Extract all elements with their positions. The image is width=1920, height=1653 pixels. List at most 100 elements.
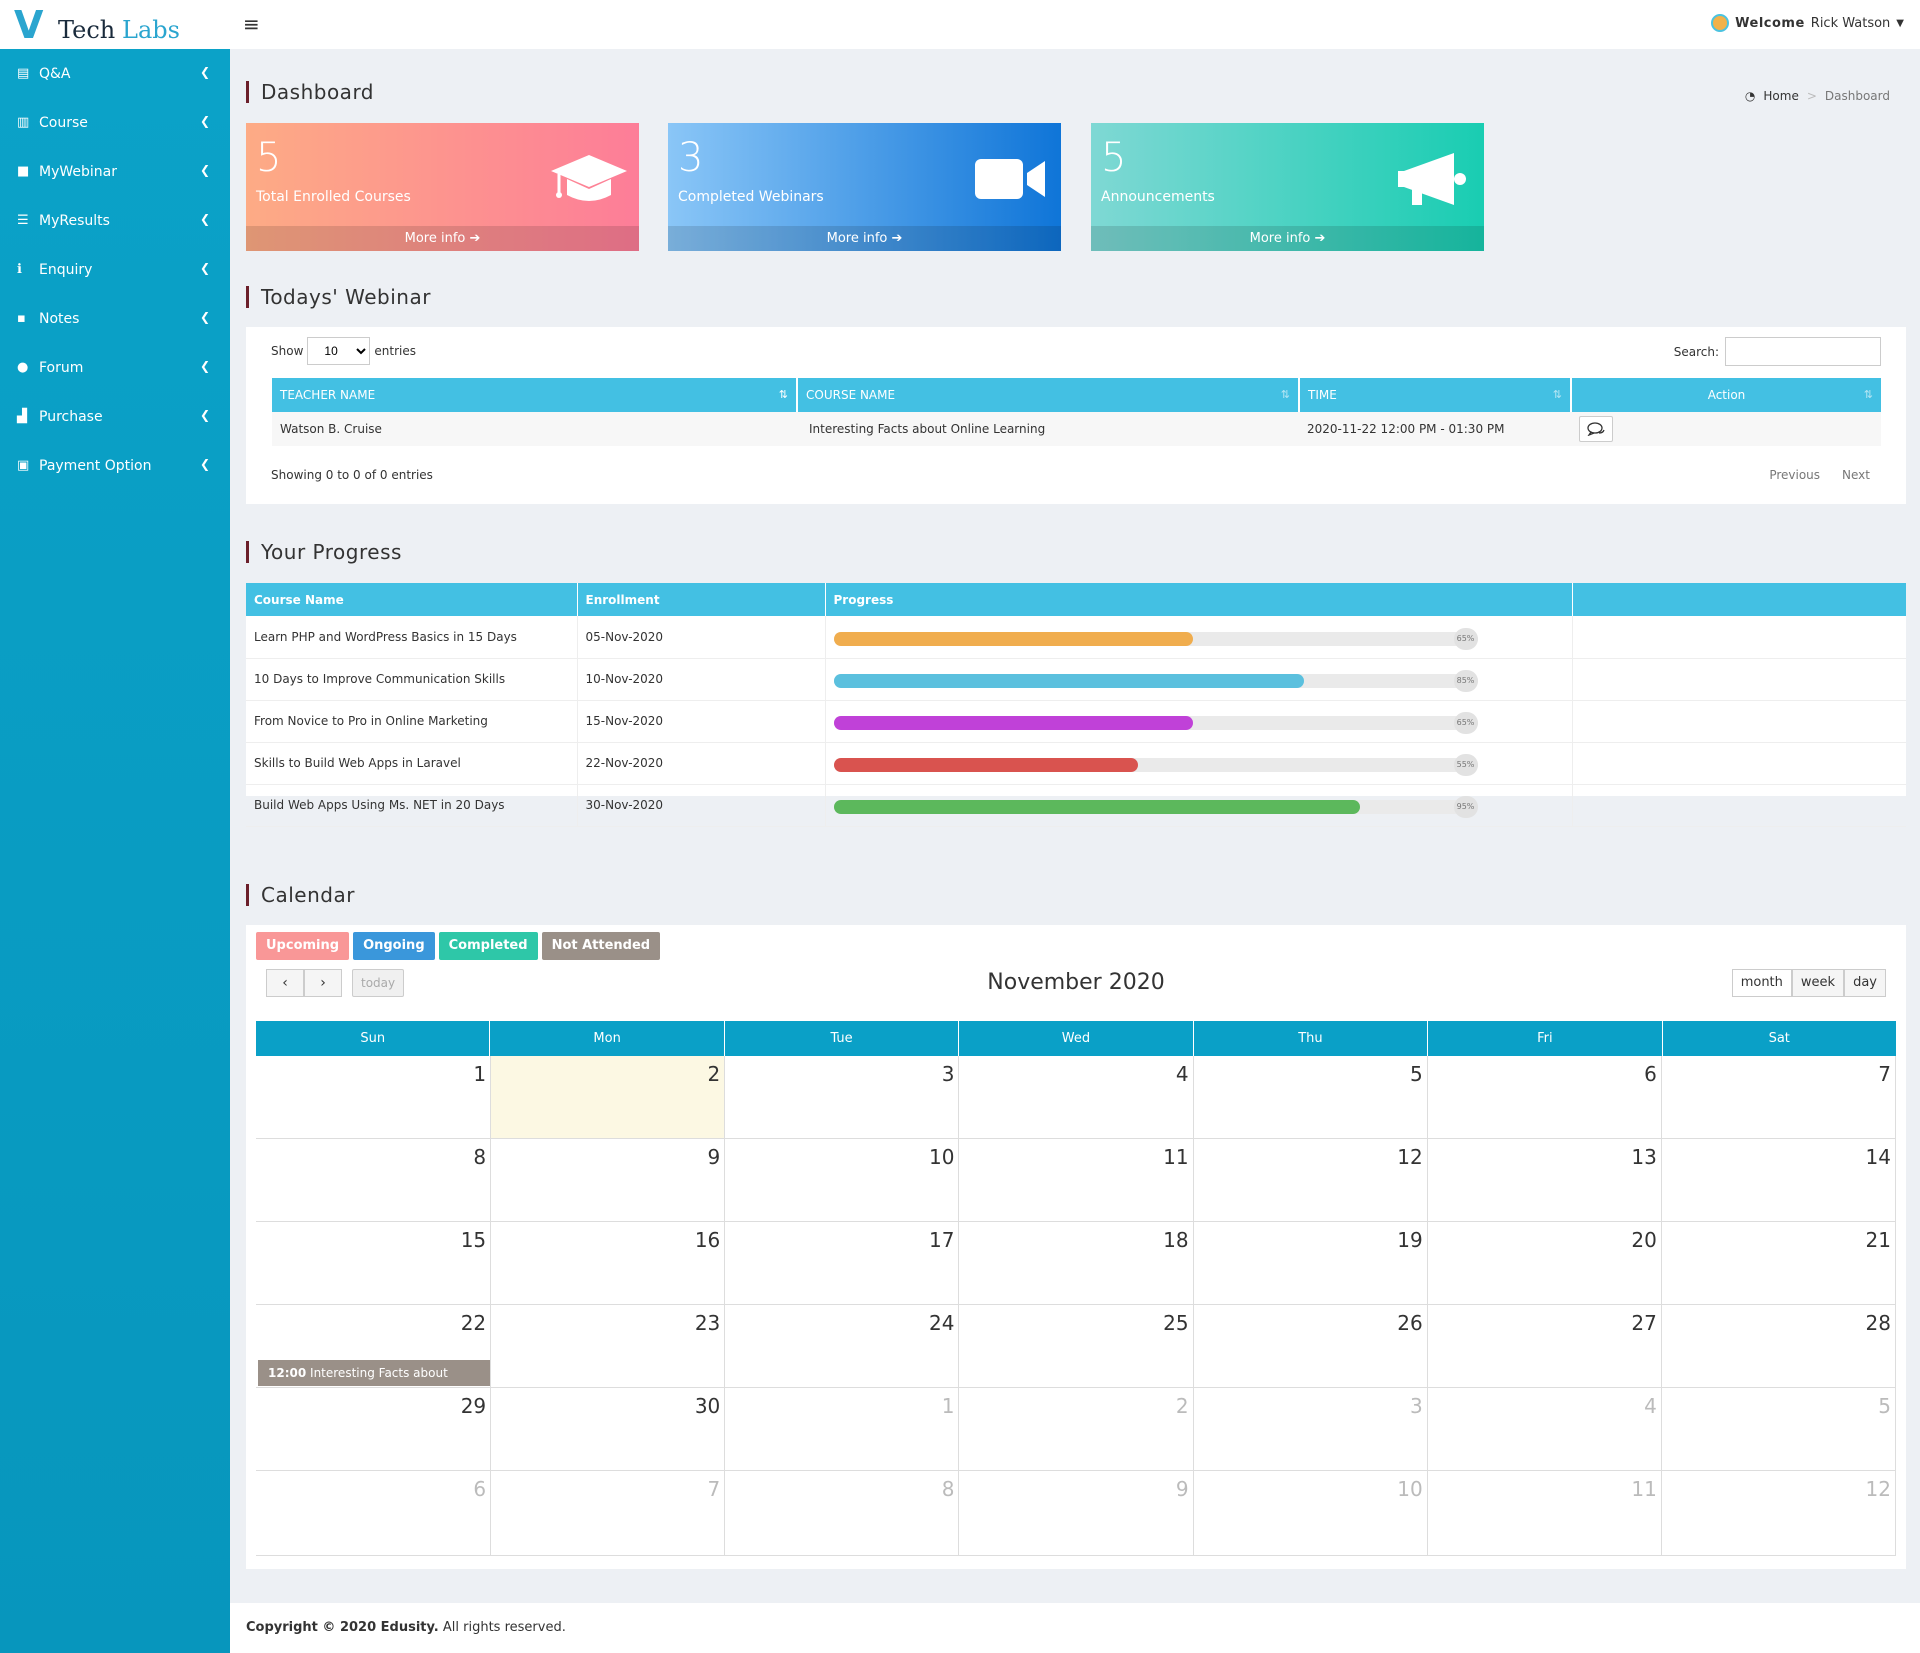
sidebar-item-purchase[interactable]: ▟ Purchase ❮ bbox=[0, 392, 230, 441]
progress-bar: 65% bbox=[833, 712, 1478, 734]
more-info-link[interactable]: More info ➔ bbox=[1091, 226, 1484, 251]
calendar-day-cell[interactable]: 12 bbox=[1194, 1139, 1428, 1221]
calendar-day-cell[interactable]: 9 bbox=[959, 1471, 1194, 1555]
calendar-day-cell[interactable]: 3 bbox=[1194, 1388, 1428, 1470]
calendar-day-cell[interactable]: 15 bbox=[256, 1222, 492, 1304]
webinar-table: TEACHER NAME ⇅ COURSE NAME ⇅ TIME ⇅ Action ⇅… bbox=[272, 378, 1881, 446]
calendar-day-cell[interactable]: 8 bbox=[256, 1139, 492, 1221]
calendar-day-cell[interactable]: 23 bbox=[491, 1305, 726, 1387]
user-menu[interactable]: Welcome Rick Watson ▼ bbox=[1711, 14, 1904, 32]
view-week-button[interactable]: week bbox=[1791, 969, 1845, 997]
progress-row: From Novice to Pro in Online Marketing 15… bbox=[246, 700, 1906, 743]
calendar-day-cell[interactable]: 18 bbox=[959, 1222, 1194, 1304]
sidebar-item-forum[interactable]: ● Forum ❮ bbox=[0, 343, 230, 392]
calendar-day-cell[interactable]: 24 bbox=[725, 1305, 960, 1387]
sort-icon: ⇅ bbox=[1863, 388, 1873, 401]
column-header-action[interactable]: Action ⇅ bbox=[1571, 378, 1881, 412]
search-label: Search: bbox=[1673, 344, 1719, 359]
sidebar-item-myresults[interactable]: ☰ MyResults ❮ bbox=[0, 196, 230, 245]
calendar-day-cell[interactable]: 3 bbox=[725, 1056, 960, 1138]
infobox-label: Total Enrolled Courses bbox=[256, 189, 411, 205]
calendar-day-cell[interactable]: 5 bbox=[1194, 1056, 1428, 1138]
page-size-select[interactable]: 10 bbox=[307, 337, 371, 365]
day-number: 19 bbox=[1397, 1228, 1423, 1252]
calendar-day-cell[interactable]: 10 bbox=[725, 1139, 960, 1221]
column-header-time[interactable]: TIME ⇅ bbox=[1299, 378, 1572, 412]
legend-ongoing: Ongoing bbox=[353, 932, 435, 960]
view-day-button[interactable]: day bbox=[1844, 969, 1886, 997]
menu-toggle-icon[interactable]: ≡ bbox=[243, 12, 260, 36]
calendar-day-cell[interactable]: 11 bbox=[1428, 1471, 1662, 1555]
calendar-day-cell[interactable]: 29 bbox=[256, 1388, 492, 1470]
progress-percent-label: 65% bbox=[1453, 712, 1478, 734]
sidebar-item-payment-option[interactable]: ▣ Payment Option ❮ bbox=[0, 441, 230, 490]
sidebar-item-mywebinar[interactable]: ■ MyWebinar ❮ bbox=[0, 147, 230, 196]
progress-table: Course Name Enrollment Progress Learn PH… bbox=[246, 583, 1906, 827]
calendar-day-cell[interactable]: 30 bbox=[491, 1388, 726, 1470]
calendar-panel: Upcoming Ongoing Completed Not Attended … bbox=[246, 925, 1906, 1569]
sidebar-item-course[interactable]: ▥ Course ❮ bbox=[0, 98, 230, 147]
search-input[interactable] bbox=[1725, 337, 1881, 366]
calendar-day-cell[interactable]: 1 bbox=[725, 1388, 960, 1470]
infobox-announcements: 5 Announcements More info ➔ bbox=[1091, 123, 1484, 251]
calendar-day-cell[interactable]: 7 bbox=[491, 1471, 726, 1555]
calendar-day-cell[interactable]: 19 bbox=[1194, 1222, 1428, 1304]
calendar-day-cell[interactable]: 1 bbox=[256, 1056, 492, 1138]
next-month-button[interactable]: › bbox=[304, 969, 342, 997]
main-content: Dashboard ◔ Home > Dashboard 5 Total Enr… bbox=[230, 49, 1920, 1653]
sidebar-item-qa[interactable]: ▤ Q&A ❮ bbox=[0, 49, 230, 98]
today-button[interactable]: today bbox=[352, 969, 405, 997]
logo[interactable]: V Tech Labs bbox=[14, 6, 224, 44]
infobox-completed-webinars: 3 Completed Webinars More info ➔ bbox=[668, 123, 1061, 251]
calendar-day-cell[interactable]: 21 bbox=[1662, 1222, 1896, 1304]
calendar-day-cell[interactable]: 22 bbox=[256, 1305, 492, 1387]
dashboard-icon: ◔ bbox=[1744, 89, 1756, 103]
calendar-day-cell[interactable]: 17 bbox=[725, 1222, 960, 1304]
next-button[interactable]: Next bbox=[1842, 468, 1870, 482]
chat-button[interactable] bbox=[1579, 416, 1613, 442]
calendar-day-cell[interactable]: 26 bbox=[1194, 1305, 1428, 1387]
more-info-link[interactable]: More info ➔ bbox=[246, 226, 639, 251]
prev-month-button[interactable]: ‹ bbox=[266, 969, 304, 997]
calendar-day-cell[interactable]: 9 bbox=[491, 1139, 726, 1221]
calendar-day-cell[interactable]: 28 bbox=[1662, 1305, 1896, 1387]
column-header-course-name: Course Name bbox=[246, 583, 578, 616]
event-time: 12:00 bbox=[268, 1366, 307, 1380]
calendar-day-cell[interactable]: 4 bbox=[1428, 1388, 1662, 1470]
calendar-day-cell[interactable]: 27 bbox=[1428, 1305, 1662, 1387]
show-label: Show bbox=[271, 344, 304, 358]
sidebar-item-notes[interactable]: ▪ Notes ❮ bbox=[0, 294, 230, 343]
calendar-day-cell[interactable]: 20 bbox=[1428, 1222, 1662, 1304]
chevron-left-icon: ❮ bbox=[199, 457, 210, 471]
calendar-day-cell[interactable]: 5 bbox=[1662, 1388, 1896, 1470]
calendar-day-cell[interactable]: 7 bbox=[1662, 1056, 1896, 1138]
column-header-course[interactable]: COURSE NAME ⇅ bbox=[797, 378, 1300, 412]
calendar-day-cell[interactable]: 2 bbox=[959, 1388, 1194, 1470]
view-month-button[interactable]: month bbox=[1731, 969, 1792, 997]
day-number: 28 bbox=[1865, 1311, 1891, 1335]
calendar-day-cell[interactable]: 11 bbox=[959, 1139, 1194, 1221]
day-header: Sun bbox=[256, 1021, 491, 1056]
calendar-day-cell[interactable]: 6 bbox=[1428, 1056, 1662, 1138]
previous-button[interactable]: Previous bbox=[1769, 468, 1821, 482]
calendar-day-cell[interactable]: 10 bbox=[1194, 1471, 1428, 1555]
more-info-link[interactable]: More info ➔ bbox=[668, 226, 1061, 251]
column-header-teacher[interactable]: TEACHER NAME ⇅ bbox=[272, 378, 798, 412]
calendar-event[interactable]: 12:00 Interesting Facts about Online bbox=[258, 1360, 490, 1406]
pagination: Previous Next bbox=[1769, 468, 1870, 482]
calendar-day-cell[interactable]: 25 bbox=[959, 1305, 1194, 1387]
breadcrumb-home[interactable]: Home bbox=[1763, 89, 1799, 103]
sidebar-item-enquiry[interactable]: ℹ Enquiry ❮ bbox=[0, 245, 230, 294]
breadcrumb: ◔ Home > Dashboard bbox=[1744, 89, 1890, 103]
calendar-day-cell[interactable]: 2 bbox=[491, 1056, 726, 1138]
calendar-day-cell[interactable]: 14 bbox=[1662, 1139, 1896, 1221]
calendar-day-cell[interactable]: 6 bbox=[256, 1471, 492, 1555]
infobox-enrolled-courses: 5 Total Enrolled Courses More info ➔ bbox=[246, 123, 639, 251]
progress-row: Learn PHP and WordPress Basics in 15 Day… bbox=[246, 616, 1906, 659]
calendar-day-cell[interactable]: 16 bbox=[491, 1222, 726, 1304]
calendar-week-row: 15 16 17 18 19 20 21 bbox=[256, 1222, 1896, 1305]
calendar-day-cell[interactable]: 12 bbox=[1662, 1471, 1896, 1555]
calendar-day-cell[interactable]: 8 bbox=[725, 1471, 960, 1555]
calendar-day-cell[interactable]: 13 bbox=[1428, 1139, 1662, 1221]
calendar-day-cell[interactable]: 4 bbox=[959, 1056, 1194, 1138]
